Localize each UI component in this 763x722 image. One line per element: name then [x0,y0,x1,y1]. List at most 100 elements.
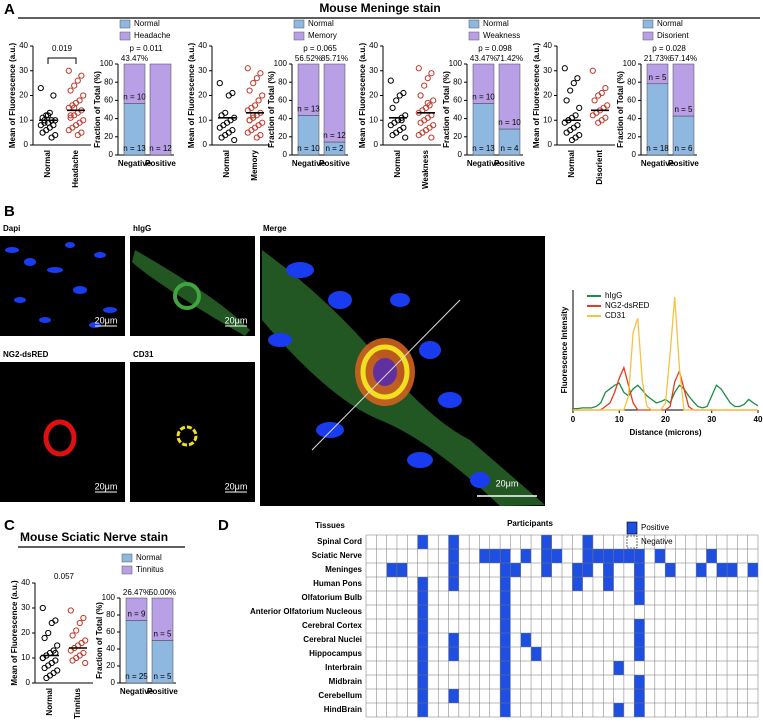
count-label: n = 5 [674,105,693,114]
positive-cell [634,675,645,689]
micrograph-label: Merge [263,224,287,233]
micrograph-dapi [0,236,125,336]
dot [602,84,609,92]
percent-label: 57.14% [670,54,697,63]
legend-label: Normal [657,19,683,28]
dot [421,82,428,89]
positive-cell [417,675,428,689]
legend-label: CD31 [605,311,626,320]
dot [48,134,55,141]
x-tick-label: Negative [467,159,501,168]
y-tick-label: 0 [548,140,553,149]
dot [563,129,570,136]
micrograph-cd31 [130,362,255,502]
y-tick-label: 20 [278,132,287,141]
y-tick-label: 0 [109,150,114,159]
dot [561,65,568,72]
y-tick-label: 20 [627,132,636,141]
positive-cell [448,535,459,549]
positive-cell [417,591,428,605]
dot [45,629,52,637]
dot [78,72,85,79]
positive-cell [582,563,593,577]
bar-segment [151,597,174,641]
dot [76,619,83,627]
y-tick-label: 30 [19,66,28,75]
dot [570,80,577,87]
positive-cell [603,563,614,577]
positive-cell [623,549,635,563]
dot [80,92,87,99]
dot [415,65,422,72]
dot [50,92,57,99]
positive-cell [582,549,593,563]
significance-bracket [47,57,77,64]
y-axis-label: Fraction of Total (%) [93,71,102,148]
y-tick-label: 30 [198,66,207,75]
count-label: n = 5 [648,73,667,82]
p-value: p = 0.011 [130,44,164,53]
positive-cell [479,549,490,563]
y-tick-label: 100 [623,59,637,68]
positive-cell [417,619,428,633]
legend-swatch [293,19,305,29]
y-tick-label: 40 [278,114,287,123]
positive-cell [634,549,645,563]
y-tick-label: 20 [104,132,113,141]
panel-label: D [218,517,229,534]
positive-cell [417,703,428,717]
percent-label: 43.47% [121,54,148,63]
positive-cell [500,577,511,591]
percent-label: 56.52% [295,54,322,63]
dot [589,67,596,74]
y-tick-label: 0 [24,140,29,149]
count-label: n = 13 [297,105,320,114]
x-tick-label: Normal [45,688,54,716]
positive-cell [654,549,666,563]
legend-label: Weakness [483,31,520,40]
dot [387,122,394,129]
row-label: Cerebral Nuclei [303,635,362,644]
y-tick-label: 0 [374,140,379,149]
dot [218,134,225,141]
y-tick-label: 10 [21,653,30,662]
positive-cell [500,661,511,675]
p-value: p = 0.028 [652,44,686,53]
percent-label: 26.47% [123,588,150,597]
y-tick-label: 0 [632,150,637,159]
percent-label: 71.42% [496,54,523,63]
row-label: Hippocampus [309,649,362,658]
positive-cell [716,563,728,577]
positive-cell [448,689,459,703]
positive-cell [634,647,645,661]
y-axis-label: Fraction of Total (%) [616,71,625,148]
dot [71,82,78,89]
dot [415,132,422,139]
positive-cell [448,549,459,563]
dot [389,104,396,111]
count-label: n = 12 [149,144,172,153]
dot [393,97,400,104]
legend-swatch [626,535,638,549]
dot [576,104,583,111]
bar-segment [123,63,146,104]
count-label: n = 25 [125,672,148,681]
x-tick-label: Normal [567,150,576,178]
dot [430,97,437,104]
dot [37,84,44,92]
positive-cell [448,633,459,647]
dot [424,99,431,107]
positive-cell [520,633,532,647]
dot [417,92,424,99]
x-tick-label: Positive [494,159,525,168]
legend-label: Disorient [657,31,689,40]
micrograph-ng2 [0,362,125,502]
x-axis-label: Distance (microns) [629,428,701,437]
percent-label: 43.47% [470,54,497,63]
panel-title: Mouse Meninge stain [319,1,440,15]
legend-swatch [468,31,480,41]
positive-cell [634,563,645,577]
positive-cell [613,549,624,563]
row-label: Cerebral Cortex [302,621,363,630]
